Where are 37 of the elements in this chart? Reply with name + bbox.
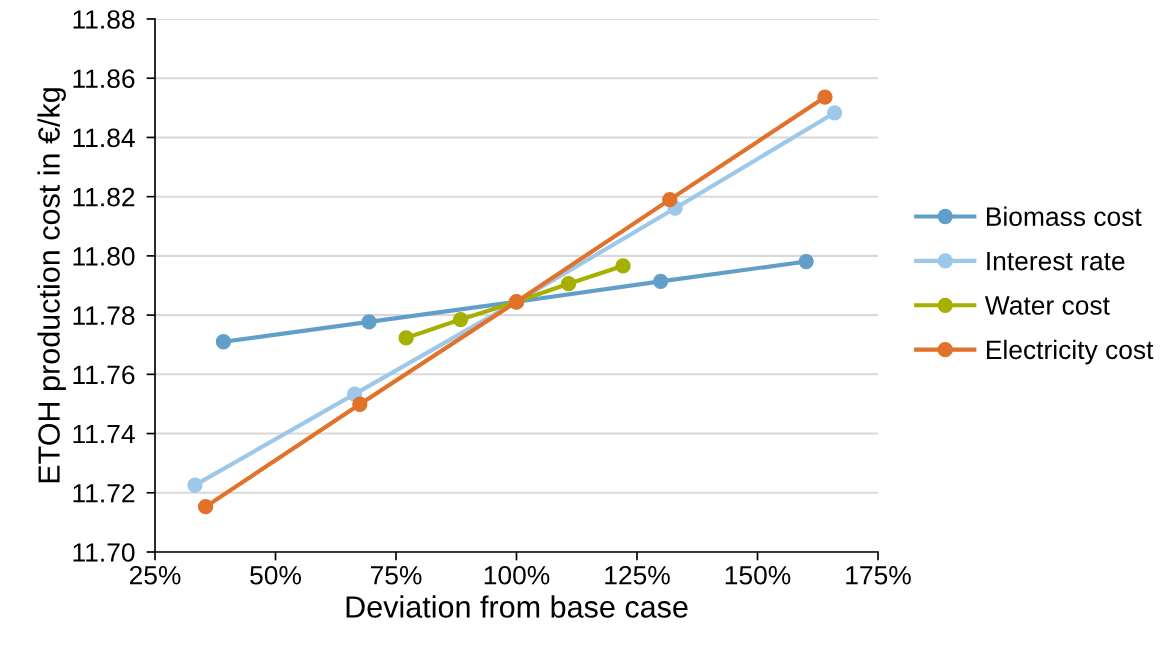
y-tick-label: 11.74 [73,424,135,444]
point [652,273,669,289]
point [452,311,469,328]
legend-label: Water cost [984,296,1110,315]
y-tick-label: 11.86 [73,69,135,89]
x-tick-label: 100% [484,565,550,585]
y-tick-label: 11.88 [73,10,135,29]
point [560,276,577,292]
point [826,105,843,121]
point [798,253,814,270]
y-tick-label: 11.84 [73,128,135,148]
legend-label: Interest rate [987,251,1125,271]
y-tick-label: 11.82 [73,187,135,207]
x-tick-label: 75% [370,566,422,585]
y-tick-label: 11.80 [73,247,135,266]
y-tick-label: 11.72 [73,483,135,503]
point [197,499,214,515]
point [352,396,368,412]
y-tick-label: 11.76 [73,365,135,385]
x-tick-label: 175% [846,566,911,585]
x-axis-title: Deviation from base case [346,595,688,618]
point [398,330,414,346]
x-tick-label: 125% [605,565,670,585]
x-tick-label: 150% [725,565,791,585]
y-tick-label: 11.70 [73,543,135,562]
legend-label: Biomass cost [986,206,1142,226]
point [361,314,377,330]
point [615,258,631,274]
point [187,477,203,493]
y-tick-label: 11.78 [73,306,135,325]
x-tick-label: 25% [129,565,181,585]
legend-label: Electricity cost [986,339,1154,365]
point [662,191,678,208]
x-tick-label: 50% [250,565,301,585]
point [817,89,833,105]
y-axis-title: ETOH production cost in €/kg [37,88,66,483]
point [215,334,232,350]
